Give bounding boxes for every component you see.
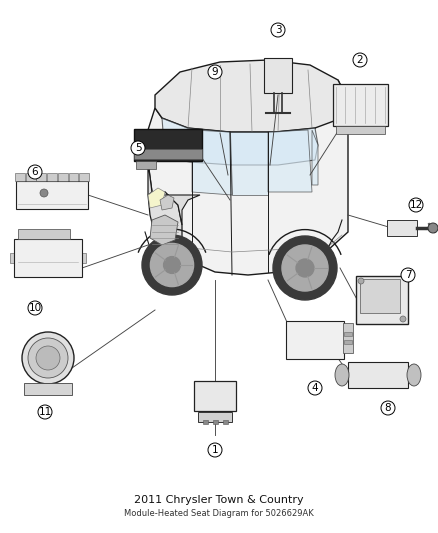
Circle shape bbox=[22, 332, 74, 384]
Text: 6: 6 bbox=[32, 167, 38, 177]
Circle shape bbox=[428, 223, 438, 233]
Text: 8: 8 bbox=[385, 403, 391, 413]
FancyBboxPatch shape bbox=[26, 173, 35, 181]
Circle shape bbox=[353, 53, 367, 67]
Text: 11: 11 bbox=[39, 407, 52, 417]
Polygon shape bbox=[312, 130, 318, 185]
FancyBboxPatch shape bbox=[212, 420, 218, 424]
Circle shape bbox=[401, 268, 415, 282]
Text: 1: 1 bbox=[212, 445, 218, 455]
FancyBboxPatch shape bbox=[136, 161, 156, 169]
Circle shape bbox=[208, 443, 222, 457]
FancyBboxPatch shape bbox=[356, 276, 408, 324]
Ellipse shape bbox=[335, 364, 349, 386]
Circle shape bbox=[150, 244, 194, 287]
FancyBboxPatch shape bbox=[24, 383, 72, 395]
Circle shape bbox=[358, 278, 364, 284]
FancyBboxPatch shape bbox=[202, 420, 208, 424]
FancyBboxPatch shape bbox=[360, 279, 400, 313]
Text: Module-Heated Seat Diagram for 5026629AK: Module-Heated Seat Diagram for 5026629AK bbox=[124, 510, 314, 519]
Text: 10: 10 bbox=[28, 303, 42, 313]
Polygon shape bbox=[148, 188, 165, 208]
Circle shape bbox=[28, 165, 42, 179]
FancyBboxPatch shape bbox=[198, 412, 232, 422]
FancyBboxPatch shape bbox=[15, 173, 25, 181]
Circle shape bbox=[282, 245, 328, 291]
FancyBboxPatch shape bbox=[336, 126, 385, 134]
FancyBboxPatch shape bbox=[194, 381, 236, 411]
Polygon shape bbox=[268, 130, 312, 192]
FancyBboxPatch shape bbox=[387, 220, 417, 236]
FancyBboxPatch shape bbox=[36, 173, 46, 181]
FancyBboxPatch shape bbox=[344, 332, 352, 336]
Circle shape bbox=[40, 189, 48, 197]
Circle shape bbox=[28, 338, 68, 378]
FancyBboxPatch shape bbox=[332, 84, 388, 126]
FancyBboxPatch shape bbox=[264, 58, 292, 93]
Polygon shape bbox=[148, 192, 200, 225]
Circle shape bbox=[208, 65, 222, 79]
Circle shape bbox=[409, 198, 423, 212]
Polygon shape bbox=[148, 162, 182, 252]
FancyBboxPatch shape bbox=[348, 362, 408, 388]
FancyBboxPatch shape bbox=[343, 323, 353, 353]
Text: 3: 3 bbox=[275, 25, 281, 35]
FancyBboxPatch shape bbox=[14, 239, 82, 277]
Polygon shape bbox=[230, 132, 268, 195]
Circle shape bbox=[273, 236, 337, 300]
Polygon shape bbox=[160, 195, 174, 210]
Polygon shape bbox=[150, 215, 178, 245]
FancyBboxPatch shape bbox=[18, 229, 70, 239]
Circle shape bbox=[271, 23, 285, 37]
Circle shape bbox=[28, 301, 42, 315]
FancyBboxPatch shape bbox=[79, 173, 89, 181]
Text: 9: 9 bbox=[212, 67, 218, 77]
Ellipse shape bbox=[407, 364, 421, 386]
FancyBboxPatch shape bbox=[58, 173, 67, 181]
Circle shape bbox=[296, 259, 314, 277]
Polygon shape bbox=[148, 80, 348, 275]
Polygon shape bbox=[155, 60, 348, 132]
Circle shape bbox=[381, 401, 395, 415]
Text: 12: 12 bbox=[410, 200, 423, 210]
Text: 4: 4 bbox=[312, 383, 318, 393]
Text: 5: 5 bbox=[135, 143, 141, 153]
FancyBboxPatch shape bbox=[344, 340, 352, 344]
Circle shape bbox=[131, 141, 145, 155]
FancyBboxPatch shape bbox=[134, 129, 202, 161]
FancyBboxPatch shape bbox=[68, 173, 78, 181]
FancyBboxPatch shape bbox=[10, 253, 18, 263]
FancyBboxPatch shape bbox=[78, 253, 86, 263]
Text: 7: 7 bbox=[405, 270, 411, 280]
Polygon shape bbox=[192, 130, 232, 195]
Circle shape bbox=[164, 256, 180, 273]
Circle shape bbox=[142, 235, 202, 295]
FancyBboxPatch shape bbox=[223, 420, 227, 424]
Circle shape bbox=[36, 346, 60, 370]
Circle shape bbox=[38, 405, 52, 419]
Circle shape bbox=[308, 381, 322, 395]
FancyBboxPatch shape bbox=[47, 173, 57, 181]
Text: 2: 2 bbox=[357, 55, 363, 65]
Circle shape bbox=[400, 316, 406, 322]
FancyBboxPatch shape bbox=[16, 181, 88, 209]
Text: 2011 Chrysler Town & Country: 2011 Chrysler Town & Country bbox=[134, 495, 304, 505]
FancyBboxPatch shape bbox=[134, 149, 202, 159]
Polygon shape bbox=[162, 118, 318, 165]
FancyBboxPatch shape bbox=[286, 321, 344, 359]
